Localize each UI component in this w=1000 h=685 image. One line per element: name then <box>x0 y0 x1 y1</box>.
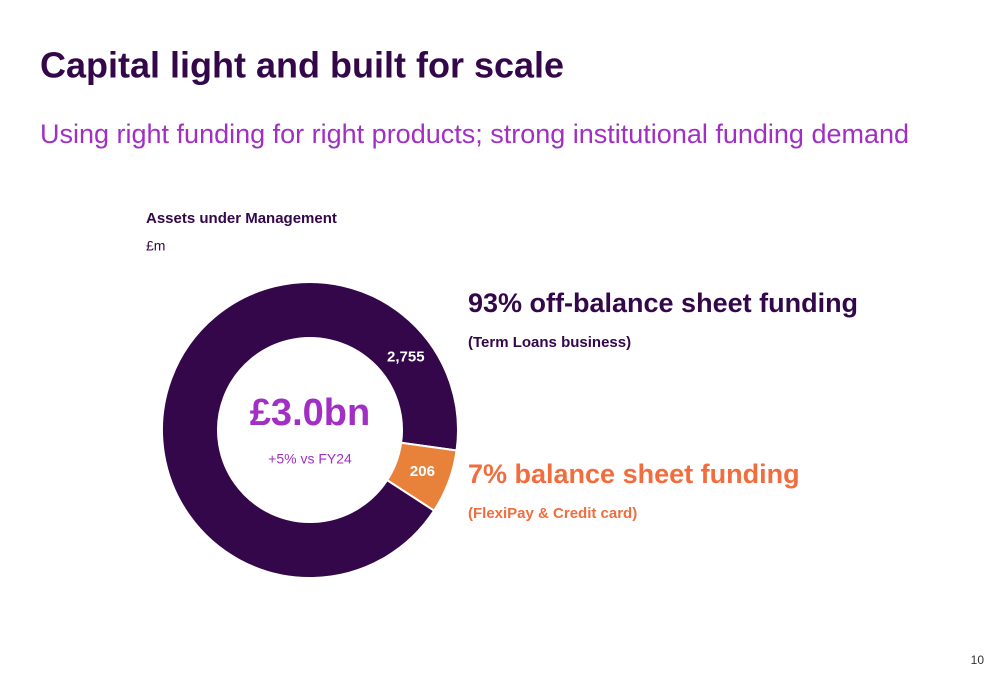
annotation-title: 93% off-balance sheet funding <box>468 288 858 318</box>
slide-title: Capital light and built for scale <box>40 45 564 86</box>
center-label: £3.0bn <box>250 392 370 434</box>
annotation-note: (Term Loans business) <box>468 334 631 351</box>
annotation-note: (FlexiPay & Credit card) <box>468 505 637 522</box>
page-number: 10 <box>971 653 985 667</box>
value-label: 2,755 <box>387 349 425 366</box>
value-label: 206 <box>410 463 435 480</box>
chart-title: Assets under Management <box>146 210 337 227</box>
donut-segment <box>161 281 459 579</box>
donut-segment <box>385 441 458 512</box>
chart-unit: £m <box>146 238 165 254</box>
slide-subtitle: Using right funding for right products; … <box>40 119 909 149</box>
annotation-title: 7% balance sheet funding <box>468 459 800 489</box>
center-sublabel: +5% vs FY24 <box>268 451 352 467</box>
